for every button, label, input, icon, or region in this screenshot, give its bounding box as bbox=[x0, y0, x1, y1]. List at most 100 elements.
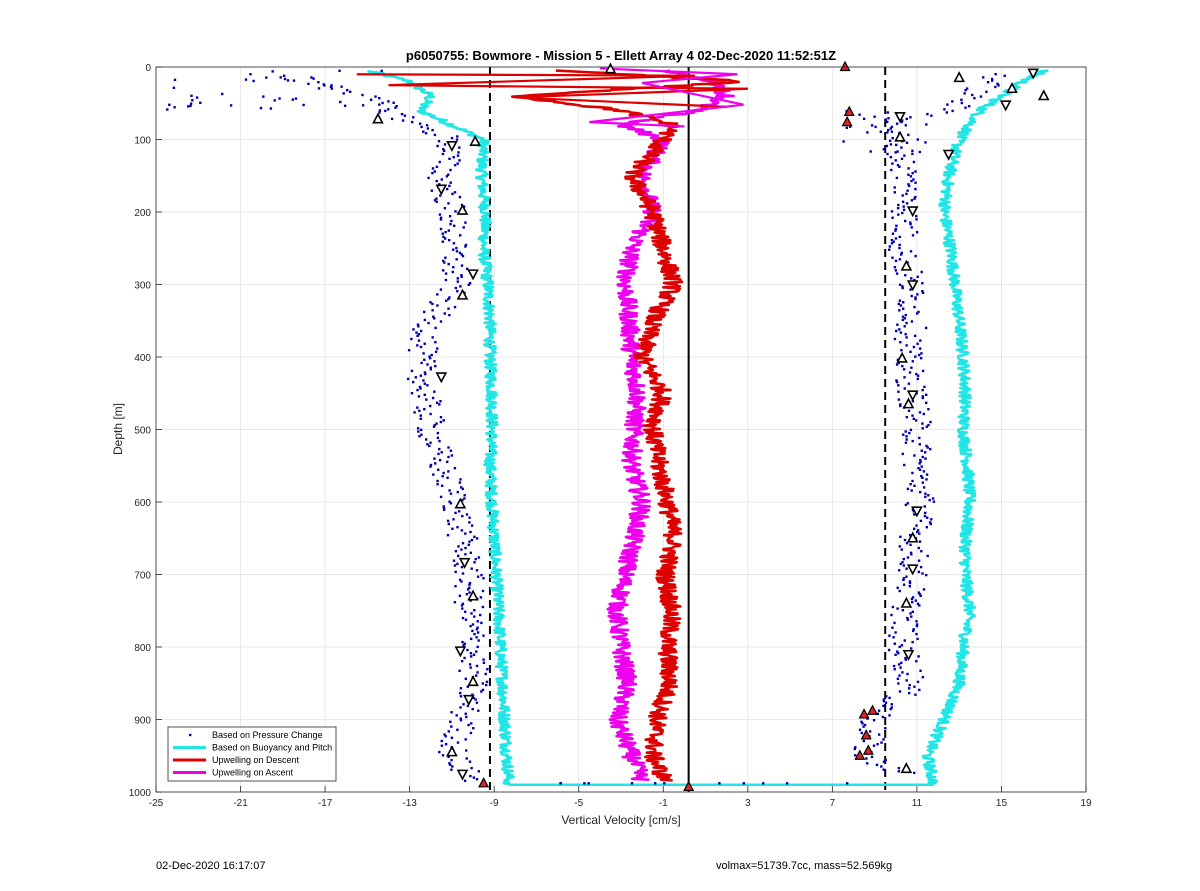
pressure-change-point bbox=[918, 347, 922, 350]
pressure-change-point bbox=[893, 621, 896, 625]
pressure-change-point bbox=[469, 530, 472, 534]
x-tick-label: 19 bbox=[1080, 798, 1092, 809]
pressure-change-point bbox=[742, 782, 745, 785]
pressure-change-point bbox=[449, 181, 452, 184]
triangle-marker bbox=[1037, 89, 1050, 101]
pressure-change-point bbox=[229, 104, 233, 107]
y-axis-label: Depth [m] bbox=[111, 403, 125, 455]
pressure-change-point bbox=[458, 251, 462, 255]
pressure-change-point bbox=[905, 679, 908, 682]
pressure-change-point bbox=[469, 731, 473, 735]
pressure-change-point bbox=[920, 449, 923, 452]
pressure-change-point bbox=[911, 479, 914, 483]
pressure-change-point bbox=[853, 747, 856, 751]
pressure-change-point bbox=[441, 475, 444, 478]
pressure-change-point bbox=[906, 487, 910, 491]
pressure-change-point bbox=[894, 653, 897, 656]
pressure-change-point bbox=[929, 522, 932, 526]
pressure-change-point bbox=[418, 385, 422, 389]
pressure-change-point bbox=[929, 447, 932, 451]
pressure-change-point bbox=[424, 372, 427, 376]
pressure-change-point bbox=[920, 352, 923, 355]
triangle-marker bbox=[467, 589, 479, 601]
upwelling-descent-line bbox=[515, 96, 727, 108]
pressure-change-point bbox=[903, 463, 906, 467]
pressure-change-point bbox=[221, 92, 224, 96]
pressure-change-point bbox=[904, 430, 907, 433]
pressure-change-point bbox=[459, 719, 463, 722]
pressure-change-point bbox=[882, 704, 885, 708]
pressure-change-point bbox=[926, 112, 929, 116]
pressure-change-point bbox=[917, 310, 920, 314]
pressure-change-point bbox=[901, 609, 905, 612]
pressure-change-point bbox=[286, 79, 290, 82]
pressure-change-point bbox=[458, 146, 461, 149]
pressure-change-point bbox=[460, 274, 463, 277]
pressure-change-point bbox=[442, 235, 445, 239]
pressure-change-point bbox=[915, 215, 918, 218]
pressure-change-point bbox=[909, 288, 912, 291]
pressure-change-point bbox=[909, 221, 912, 224]
pressure-change-point bbox=[900, 157, 904, 160]
pressure-change-point bbox=[891, 216, 894, 219]
pressure-change-point bbox=[390, 117, 394, 121]
triangle-marker bbox=[446, 745, 458, 757]
pressure-change-point bbox=[462, 703, 465, 706]
pressure-change-point bbox=[663, 782, 666, 785]
y-tick-label: 200 bbox=[134, 208, 151, 219]
pressure-change-point bbox=[982, 76, 985, 79]
pressure-change-point bbox=[891, 626, 894, 629]
pressure-change-point bbox=[917, 467, 920, 470]
triangle-marker bbox=[446, 141, 458, 153]
pressure-change-point bbox=[461, 602, 465, 605]
pressure-change-point bbox=[920, 475, 923, 478]
pressure-change-point bbox=[559, 782, 562, 785]
pressure-change-point bbox=[885, 695, 888, 698]
pressure-change-point bbox=[416, 334, 419, 337]
pressure-change-point bbox=[583, 782, 586, 785]
triangle-marker bbox=[896, 351, 908, 363]
pressure-change-point bbox=[902, 208, 906, 211]
pressure-change-point bbox=[895, 329, 898, 333]
pressure-change-point bbox=[475, 636, 478, 639]
pressure-change-point bbox=[587, 782, 590, 785]
pressure-change-point bbox=[911, 414, 914, 417]
pressure-change-point bbox=[914, 195, 917, 199]
pressure-change-point bbox=[996, 82, 999, 85]
pressure-change-point bbox=[924, 326, 928, 330]
pressure-change-point bbox=[905, 202, 909, 205]
pressure-change-point bbox=[191, 99, 194, 102]
pressure-change-point bbox=[915, 632, 918, 636]
pressure-change-point bbox=[905, 336, 908, 339]
red-triangle-marker bbox=[862, 744, 874, 755]
pressure-change-point bbox=[448, 238, 451, 242]
triangle-marker bbox=[902, 397, 915, 409]
pressure-change-point bbox=[911, 149, 914, 152]
pressure-change-point bbox=[919, 460, 922, 463]
pressure-change-point bbox=[459, 285, 462, 288]
pressure-change-point bbox=[187, 105, 190, 108]
pressure-change-point bbox=[442, 419, 445, 422]
pressure-change-point bbox=[416, 344, 419, 347]
pressure-change-point bbox=[444, 231, 447, 234]
pressure-change-point bbox=[888, 245, 891, 248]
pressure-change-point bbox=[898, 663, 901, 666]
pressure-change-point bbox=[924, 492, 927, 495]
pressure-change-point bbox=[439, 288, 443, 291]
pressure-change-point bbox=[422, 352, 425, 355]
pressure-change-point bbox=[903, 325, 906, 328]
pressure-change-point bbox=[906, 672, 909, 676]
pressure-change-point bbox=[451, 192, 454, 196]
pressure-change-point bbox=[441, 754, 445, 757]
pressure-change-point bbox=[460, 660, 464, 663]
pressure-change-point bbox=[440, 451, 443, 454]
pressure-change-point bbox=[419, 387, 422, 390]
pressure-change-point bbox=[923, 505, 926, 508]
pressure-change-point bbox=[173, 78, 177, 81]
x-tick-label: 3 bbox=[745, 798, 751, 809]
pressure-change-point bbox=[918, 532, 921, 535]
pressure-change-point bbox=[913, 305, 916, 309]
pressure-change-point bbox=[901, 200, 905, 203]
pressure-change-point bbox=[453, 164, 457, 167]
pressure-change-point bbox=[919, 669, 922, 672]
